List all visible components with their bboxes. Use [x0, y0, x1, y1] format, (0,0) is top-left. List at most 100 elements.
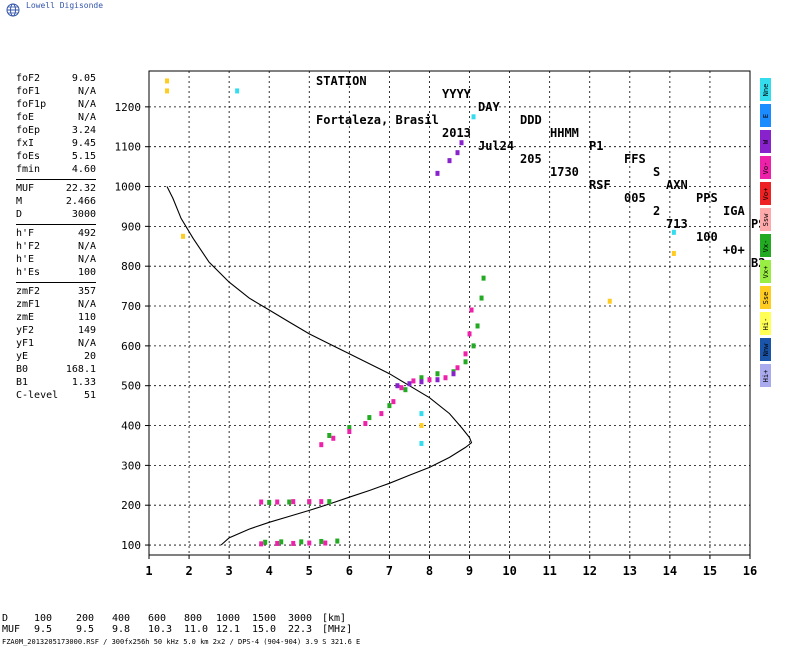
- muf-table-row-label: D: [2, 613, 9, 624]
- echo-point-vx: [263, 539, 268, 545]
- muf-table-distance: 800: [184, 613, 203, 624]
- x-tick-label: 9: [466, 564, 473, 578]
- echo-point-sse: [671, 250, 676, 256]
- brand-logo: [6, 2, 20, 21]
- param-row: M 2.466: [16, 195, 96, 208]
- param-value: 20: [83, 351, 96, 362]
- x-tick-label: 14: [663, 564, 677, 578]
- echo-point-nne: [235, 88, 240, 94]
- echo-point-vx: [475, 323, 480, 329]
- header-label: DAY: [478, 100, 500, 114]
- header-value: 100: [696, 230, 718, 244]
- param-label: yF1: [16, 338, 35, 349]
- muf-table-muf: 9.5: [76, 624, 95, 635]
- muf-table-muf: 12.1: [216, 624, 241, 635]
- param-value: N/A: [77, 86, 96, 97]
- echo-point-vx: [419, 375, 424, 381]
- legend-label: Vo-: [761, 161, 770, 174]
- x-tick-label: 7: [386, 564, 393, 578]
- param-row: h'Es 100: [16, 266, 96, 279]
- param-row: foEs 5.15: [16, 150, 96, 163]
- muf-table-unit: [km]: [322, 613, 347, 624]
- header-label: STATION: [316, 74, 367, 88]
- y-tick-label: 200: [121, 499, 141, 512]
- param-row: yF1 N/A: [16, 337, 96, 350]
- param-row: yE 20: [16, 350, 96, 363]
- params-separator: [16, 224, 96, 225]
- muf-table-muf: 9.5: [34, 624, 53, 635]
- param-label: fxI: [16, 138, 35, 149]
- muf-table-muf: 11.0: [184, 624, 209, 635]
- header-label: P1: [589, 139, 604, 153]
- echo-point-vo: [455, 365, 460, 371]
- echo-point-vo: [323, 540, 328, 546]
- param-label: h'Es: [16, 267, 41, 278]
- echo-point-vo: [391, 399, 396, 405]
- param-label: B0: [16, 364, 29, 375]
- echo-point-nne: [671, 229, 676, 235]
- muf-table-muf: 22.3: [288, 624, 313, 635]
- legend-swatch: Nnw: [760, 338, 771, 361]
- legend-label: Nnw: [761, 343, 770, 356]
- echo-point-nne: [471, 114, 476, 120]
- echo-point-vo: [291, 499, 296, 505]
- echo-point-vx: [327, 432, 332, 438]
- x-tick-label: 1: [145, 564, 152, 578]
- param-label: B1: [16, 377, 29, 388]
- echo-point-w: [455, 150, 460, 156]
- param-label: zmF2: [16, 286, 41, 297]
- echo-point-vx: [279, 539, 284, 545]
- header-label: PPS: [696, 191, 718, 205]
- legend-label: Nne: [761, 83, 770, 96]
- echo-point-vx: [335, 538, 340, 544]
- legend-swatch: Nne: [760, 78, 771, 101]
- param-value: 4.60: [71, 164, 96, 175]
- legend-swatch: Vx+: [760, 260, 771, 283]
- x-tick-label: 3: [226, 564, 233, 578]
- echo-point-vo: [469, 307, 474, 313]
- x-tick-label: 16: [743, 564, 757, 578]
- param-row: h'E N/A: [16, 253, 96, 266]
- legend-label: E: [761, 113, 770, 118]
- echo-point-vo: [467, 331, 472, 337]
- param-row: foE N/A: [16, 111, 96, 124]
- file-info-footer: FZA0M_2013205173000.RSF / 300fx256h 50 k…: [2, 638, 361, 646]
- param-value: 110: [77, 312, 96, 323]
- y-tick-label: 800: [121, 260, 141, 273]
- param-label: zmF1: [16, 299, 41, 310]
- echo-point-w: [459, 140, 464, 146]
- header-value: +0+: [723, 243, 745, 257]
- param-label: C-level: [16, 390, 59, 401]
- muf-table-muf: 10.3: [148, 624, 173, 635]
- echo-direction-legend: Nne E W Vo- Vo+ Ssw Vx- Vx+ Sse Hi- Nnw Hi+: [760, 78, 771, 390]
- echo-point-vx: [299, 539, 304, 545]
- echo-point-vo: [363, 421, 368, 427]
- param-label: M: [16, 196, 23, 207]
- legend-swatch: Ssw: [760, 208, 771, 231]
- x-tick-label: 10: [502, 564, 516, 578]
- y-tick-label: 300: [121, 459, 141, 472]
- echo-point-vx: [471, 343, 476, 349]
- param-value: 3000: [71, 209, 96, 220]
- param-label: D: [16, 209, 23, 220]
- echo-point-vx: [347, 425, 352, 431]
- param-row: h'F2 N/A: [16, 240, 96, 253]
- x-tick-label: 8: [426, 564, 433, 578]
- param-value: 5.15: [71, 151, 96, 162]
- echo-point-vo: [331, 435, 336, 441]
- muf-table-distance: 1500: [252, 613, 277, 624]
- echo-point-vx: [479, 295, 484, 301]
- echo-point-vx: [403, 387, 408, 393]
- param-label: foEp: [16, 125, 41, 136]
- muf-table-distance: 3000: [288, 613, 313, 624]
- echo-point-w: [395, 383, 400, 389]
- muf-table-distance-row: D 100 200 400 600 800 1000 1500 3000 [km]: [2, 613, 402, 624]
- echo-point-vx: [435, 371, 440, 377]
- echo-point-w: [447, 158, 452, 164]
- y-tick-label: 1200: [115, 101, 142, 114]
- echo-point-vo: [463, 351, 468, 357]
- muf-table: D 100 200 400 600 800 1000 1500 3000 [km] MUF 9.5 9…: [2, 613, 402, 635]
- muf-table-distance: 600: [148, 613, 167, 624]
- legend-swatch: E: [760, 104, 771, 127]
- param-value: 492: [77, 228, 96, 239]
